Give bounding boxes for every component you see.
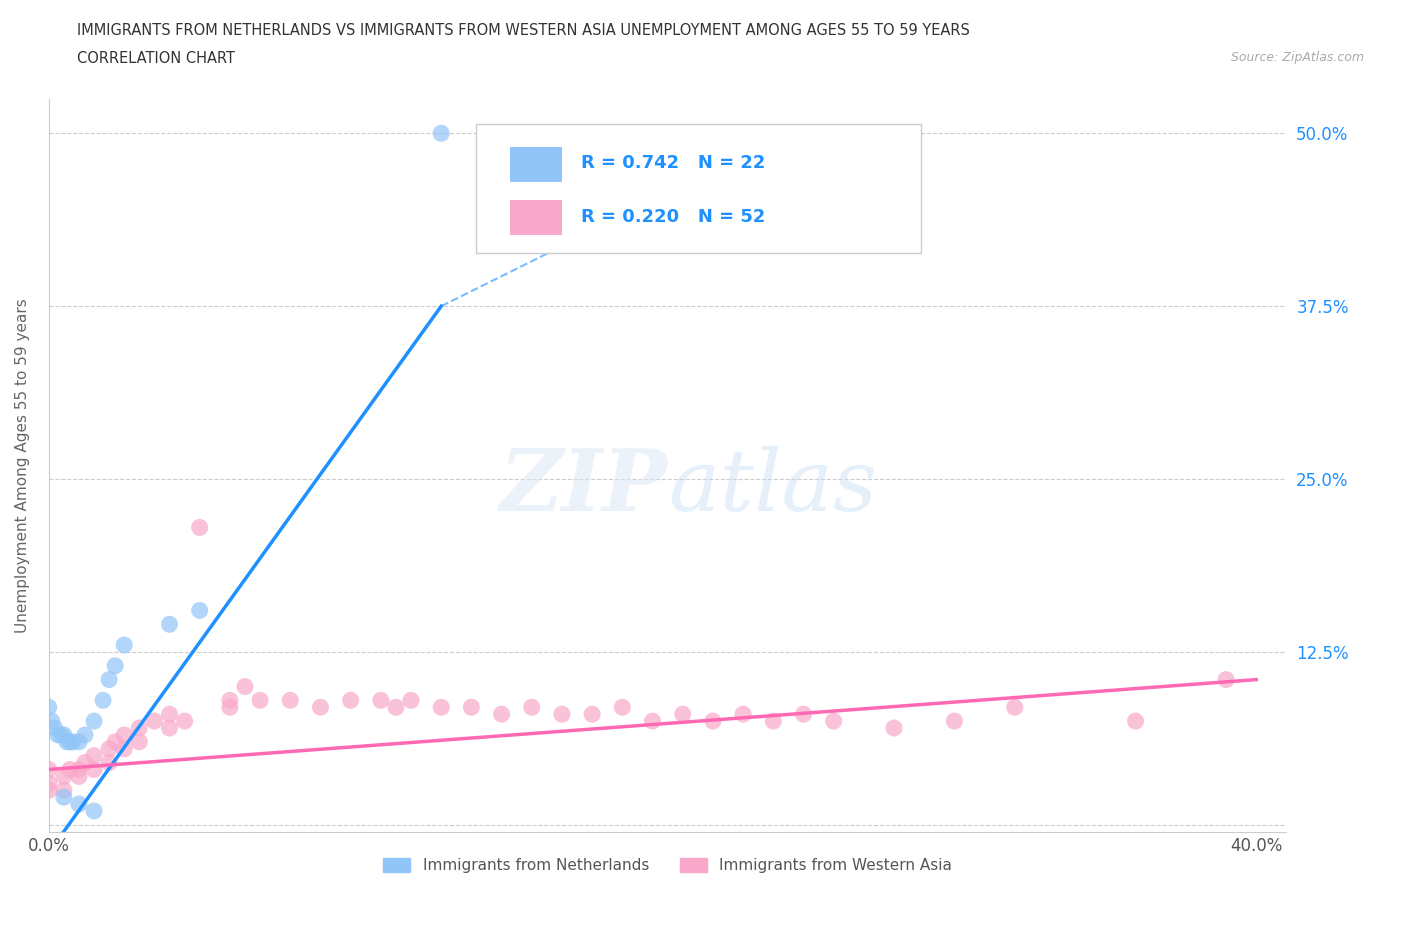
Point	[73, 727, 96, 742]
Legend: Immigrants from Netherlands, Immigrants from Western Asia: Immigrants from Netherlands, Immigrants …	[377, 852, 959, 879]
Point	[91, 693, 114, 708]
Point	[430, 126, 453, 140]
Point	[56, 735, 79, 750]
FancyBboxPatch shape	[475, 125, 921, 253]
Point	[52, 727, 75, 742]
Point	[370, 693, 392, 708]
Point	[702, 713, 724, 728]
Point	[104, 735, 127, 750]
Point	[98, 755, 121, 770]
Point	[62, 735, 84, 750]
Point	[112, 638, 135, 653]
FancyBboxPatch shape	[510, 200, 562, 235]
Point	[49, 727, 72, 742]
Point	[67, 762, 90, 777]
Point	[233, 679, 256, 694]
Point	[38, 699, 60, 714]
Point	[581, 707, 603, 722]
Point	[173, 713, 195, 728]
Point	[83, 804, 105, 818]
Text: R = 0.742   N = 22: R = 0.742 N = 22	[581, 154, 765, 172]
Point	[83, 713, 105, 728]
Point	[460, 699, 482, 714]
Point	[159, 617, 181, 631]
Point	[399, 693, 422, 708]
Point	[551, 707, 574, 722]
Point	[1215, 672, 1237, 687]
Point	[38, 776, 60, 790]
Point	[52, 783, 75, 798]
Point	[339, 693, 361, 708]
Point	[38, 762, 60, 777]
Point	[943, 713, 966, 728]
Text: Source: ZipAtlas.com: Source: ZipAtlas.com	[1230, 51, 1364, 64]
Point	[278, 693, 301, 708]
Text: CORRELATION CHART: CORRELATION CHART	[77, 51, 235, 66]
Point	[612, 699, 634, 714]
Point	[672, 707, 695, 722]
Point	[52, 769, 75, 784]
Point	[430, 699, 453, 714]
Point	[98, 741, 121, 756]
Point	[762, 713, 785, 728]
Point	[67, 797, 90, 812]
Point	[792, 707, 814, 722]
Point	[52, 790, 75, 804]
Point	[520, 699, 543, 714]
Point	[491, 707, 513, 722]
Point	[823, 713, 845, 728]
Point	[46, 727, 69, 742]
Text: IMMIGRANTS FROM NETHERLANDS VS IMMIGRANTS FROM WESTERN ASIA UNEMPLOYMENT AMONG A: IMMIGRANTS FROM NETHERLANDS VS IMMIGRANT…	[77, 23, 970, 38]
Point	[385, 699, 408, 714]
Point	[73, 755, 96, 770]
Point	[641, 713, 664, 728]
Point	[67, 735, 90, 750]
Point	[1004, 699, 1026, 714]
Text: atlas: atlas	[668, 445, 877, 528]
Point	[112, 727, 135, 742]
Y-axis label: Unemployment Among Ages 55 to 59 years: Unemployment Among Ages 55 to 59 years	[15, 298, 30, 632]
Point	[249, 693, 271, 708]
Point	[883, 721, 905, 736]
Point	[733, 707, 755, 722]
Point	[1125, 713, 1147, 728]
Point	[67, 769, 90, 784]
Point	[188, 520, 211, 535]
Point	[83, 749, 105, 764]
FancyBboxPatch shape	[510, 147, 562, 182]
Point	[112, 741, 135, 756]
Point	[159, 721, 181, 736]
Point	[41, 713, 63, 728]
Point	[98, 672, 121, 687]
Text: ZIP: ZIP	[499, 445, 668, 529]
Point	[128, 735, 150, 750]
Point	[128, 721, 150, 736]
Point	[38, 783, 60, 798]
Point	[44, 721, 66, 736]
Point	[83, 762, 105, 777]
Point	[218, 693, 240, 708]
Point	[59, 735, 82, 750]
Point	[159, 707, 181, 722]
Point	[188, 603, 211, 618]
Point	[218, 699, 240, 714]
Point	[143, 713, 166, 728]
Point	[104, 658, 127, 673]
Text: R = 0.220   N = 52: R = 0.220 N = 52	[581, 208, 765, 226]
Point	[309, 699, 332, 714]
Point	[59, 762, 82, 777]
